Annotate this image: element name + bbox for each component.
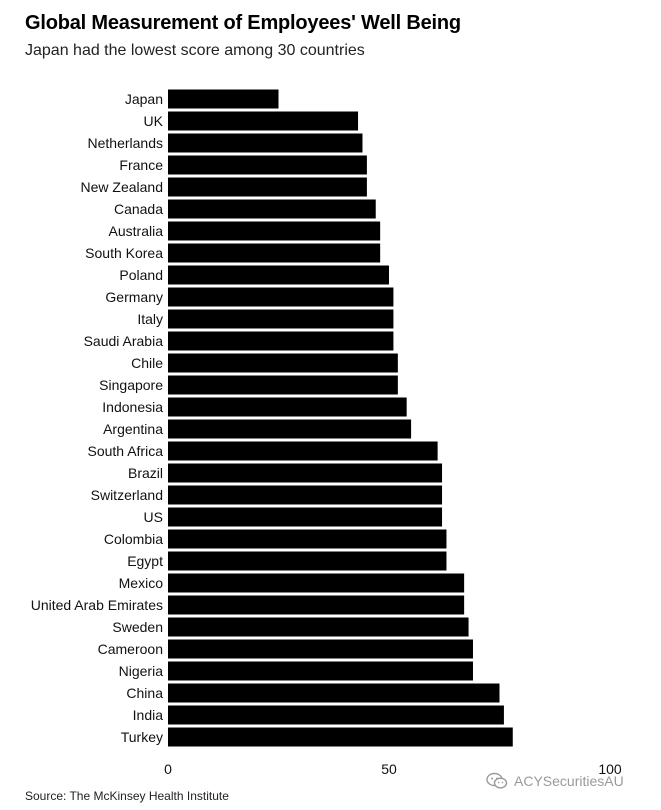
bar-sweden	[168, 617, 469, 637]
category-label: France	[119, 157, 163, 173]
watermark: ACYSecuritiesAU	[486, 772, 624, 790]
category-label: Italy	[137, 311, 163, 327]
x-tick-label: 100	[598, 761, 622, 777]
category-label: Indonesia	[102, 399, 163, 415]
bar-uk	[168, 111, 359, 131]
bar-brazil	[168, 463, 443, 483]
bar-new-zealand	[168, 177, 367, 197]
bar-mexico	[168, 573, 465, 593]
wechat-icon	[486, 772, 508, 789]
bar-south-africa	[168, 441, 438, 461]
x-axis-ticks: 0 50 100	[164, 761, 622, 777]
category-label: Australia	[109, 223, 164, 239]
bar-italy	[168, 309, 394, 329]
category-label: Canada	[114, 201, 163, 217]
category-label: South Korea	[85, 245, 163, 261]
category-label: Poland	[119, 267, 163, 283]
bar-cameroon	[168, 639, 473, 659]
category-label: Saudi Arabia	[84, 333, 164, 349]
category-label: Nigeria	[119, 663, 164, 679]
bar-argentina	[168, 419, 412, 439]
source-note: Source: The McKinsey Health Institute	[25, 789, 229, 803]
x-tick-label: 0	[164, 761, 172, 777]
bar-japan	[168, 89, 279, 109]
category-labels: Japan UK Netherlands France New Zealand Canad…	[31, 91, 164, 745]
category-label: Cameroon	[98, 641, 163, 657]
category-label: Germany	[105, 289, 163, 305]
category-label: Brazil	[128, 465, 163, 481]
bar-china	[168, 683, 500, 703]
category-label: China	[126, 685, 163, 701]
bar-chile	[168, 353, 398, 373]
bar-singapore	[168, 375, 398, 395]
bar-egypt	[168, 551, 447, 571]
bar-canada	[168, 199, 376, 219]
bar-germany	[168, 287, 394, 307]
bar-united-arab-emirates	[168, 595, 465, 615]
chart-subtitle: Japan had the lowest score among 30 coun…	[25, 42, 365, 59]
category-label: Turkey	[121, 729, 163, 745]
x-tick-label: 50	[381, 761, 397, 777]
category-label: Singapore	[99, 377, 163, 393]
category-label: Egypt	[127, 553, 163, 569]
category-label: Sweden	[112, 619, 163, 635]
bars-group	[168, 89, 513, 747]
category-label: South Africa	[88, 443, 164, 459]
bar-south-korea	[168, 243, 381, 263]
bar-colombia	[168, 529, 447, 549]
bar-poland	[168, 265, 389, 285]
category-label: Japan	[125, 91, 163, 107]
category-label: Colombia	[104, 531, 163, 547]
bar-india	[168, 705, 504, 725]
category-label: New Zealand	[81, 179, 164, 195]
bar-netherlands	[168, 133, 363, 153]
bar-france	[168, 155, 367, 175]
category-label: India	[133, 707, 164, 723]
category-label: Netherlands	[88, 135, 164, 151]
bar-nigeria	[168, 661, 473, 681]
watermark-text: ACYSecuritiesAU	[514, 773, 624, 789]
bar-australia	[168, 221, 381, 241]
chart-title: Global Measurement of Employees' Well Be…	[25, 12, 461, 34]
category-label: Argentina	[103, 421, 163, 437]
category-label: UK	[144, 113, 164, 129]
category-label: United Arab Emirates	[31, 597, 163, 613]
category-label: US	[144, 509, 163, 525]
category-label: Chile	[131, 355, 163, 371]
category-label: Switzerland	[91, 487, 163, 503]
bar-switzerland	[168, 485, 443, 505]
bar-indonesia	[168, 397, 407, 417]
bar-turkey	[168, 727, 513, 747]
bar-us	[168, 507, 443, 527]
bar-saudi-arabia	[168, 331, 394, 351]
category-label: Mexico	[119, 575, 164, 591]
